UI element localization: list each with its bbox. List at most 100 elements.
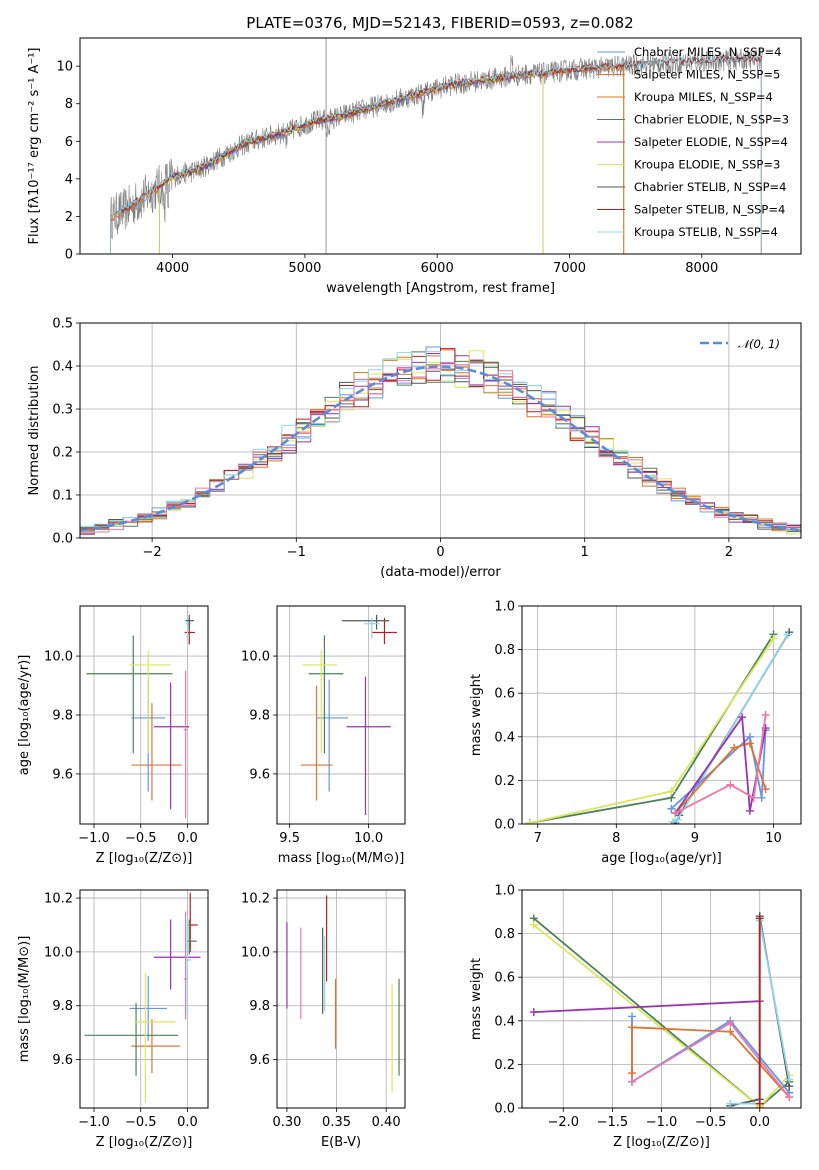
y-tick-label: 0.0 [52, 532, 73, 547]
weight-point-marker [761, 785, 770, 794]
y-tick-label: 0.2 [494, 1058, 515, 1073]
x-tick-label: −1.5 [597, 1115, 629, 1130]
y-axis-label: Flux [fλ10⁻¹⁷ erg cm⁻² s⁻¹ A⁻¹] [27, 48, 42, 245]
weight-point-marker [769, 634, 778, 643]
weight-point-marker [755, 1099, 764, 1108]
model-line-kroupa_elodie [158, 69, 543, 190]
weight-series-line [533, 1000, 760, 1013]
panel-age-weight: 7 8 9 10 0.0 0.2 0.4 0.6 0.8 1.0 age [log₁₀(age/yr… [469, 600, 802, 866]
plot-area-ebv-mass [277, 890, 405, 1108]
legend-entry: Chabrier STELIB, N_SSP=4 [634, 180, 786, 194]
weight-point-marker [785, 1075, 794, 1084]
x-tick-label: 0.0 [749, 1115, 770, 1130]
plot-area-z-weight [522, 890, 801, 1108]
y-tick-label: 10.0 [44, 650, 73, 665]
weight-point-marker [757, 793, 766, 802]
plot-area-mass-age [277, 606, 405, 824]
panel-ebv-mass: 0.30 0.35 0.40 9.6 9.8 10.0 10.2 E(B-V) [241, 889, 406, 1150]
y-tick-label: 9.6 [249, 1053, 270, 1068]
legend-entry: Chabrier ELODIE, N_SSP=3 [634, 113, 789, 127]
y-axis-label: mass weight [469, 674, 484, 756]
weight-point-marker [726, 780, 735, 789]
x-axis-label: age [log₁₀(age/yr)] [601, 851, 722, 866]
y-axis-label: mass weight [469, 958, 484, 1040]
panel-spectrum: 4000 5000 6000 7000 8000 0 2 4 6 8 10 wavelength [A… [27, 37, 802, 296]
y-tick-label: 10.2 [241, 892, 270, 907]
legend-entry: Salpeter STELIB, N_SSP=4 [634, 203, 785, 217]
model-line-salpeter_elodie [158, 70, 543, 190]
y-tick-label: 9.8 [52, 709, 73, 724]
x-axis-label: Z [log₁₀(Z/Z⊙)] [96, 851, 193, 866]
weight-point-marker [738, 713, 747, 722]
y-tick-label: 0.0 [494, 1102, 515, 1117]
y-tick-label: 9.6 [52, 767, 73, 782]
weight-point-marker [785, 1093, 794, 1102]
x-axis-label: Z [log₁₀(Z/Z⊙)] [613, 1135, 710, 1150]
legend-entry: Kroupa STELIB, N_SSP=4 [634, 225, 778, 239]
y-tick-label: 0.4 [494, 1014, 515, 1029]
y-tick-label: 1.0 [494, 884, 515, 899]
plot-area-age-weight [522, 606, 801, 824]
model-line-chabrier_elodie [158, 70, 543, 191]
model-line-chabrier_miles [109, 63, 624, 223]
weight-point-marker [529, 920, 538, 929]
x-tick-label: 0.35 [322, 1115, 351, 1130]
weight-point-marker [783, 630, 792, 639]
y-tick-label: 9.6 [249, 767, 270, 782]
x-tick-label: 9.5 [279, 831, 300, 846]
weight-point-marker [726, 1018, 735, 1027]
y-axis-label: Normed distribution [27, 366, 42, 496]
y-tick-label: 0.5 [52, 317, 73, 332]
weight-point-marker [726, 1027, 735, 1036]
axes-frame [276, 605, 406, 825]
panel-z-mass: −1.0 −0.5 0.0 9.6 9.8 10.0 10.2 Z [log₁₀(Z/Z⊙)]… [17, 889, 209, 1150]
x-tick-label: 6000 [421, 261, 454, 276]
x-tick-label: 5000 [288, 261, 321, 276]
y-tick-label: 10 [56, 60, 73, 75]
y-tick-label: 2 [65, 210, 73, 225]
weight-point-marker [673, 815, 682, 824]
x-tick-label: 1 [581, 545, 589, 560]
y-tick-label: 6 [65, 135, 73, 150]
x-axis-label: (data-model)/error [380, 565, 501, 580]
weight-point-marker [726, 1099, 735, 1108]
plot-area-residuals [80, 323, 801, 538]
y-axis-label: mass [log₁₀(M/M⊙)] [17, 936, 32, 1063]
weight-series-line [672, 633, 789, 823]
y-tick-label: 0.4 [494, 730, 515, 745]
y-tick-label: 9.6 [52, 1053, 73, 1068]
y-tick-label: 0.3 [52, 403, 73, 418]
x-tick-label: −1.0 [646, 1115, 678, 1130]
weight-point-marker [525, 818, 534, 824]
weight-point-marker [667, 804, 676, 813]
axes-frame [79, 322, 802, 539]
plot-area-z-age [80, 606, 208, 824]
weight-series-line [674, 714, 767, 814]
weight-series-line [529, 633, 775, 824]
weight-point-marker [628, 1012, 637, 1021]
y-tick-label: 0.4 [52, 360, 73, 375]
y-tick-label: 0.8 [494, 643, 515, 658]
y-tick-label: 0.0 [494, 818, 515, 833]
model-line-salpeter_miles [110, 64, 624, 223]
x-axis-label: mass [log₁₀(M/M⊙)] [278, 851, 405, 866]
x-tick-label: −0.5 [125, 831, 157, 846]
x-axis-label: Z [log₁₀(Z/Z⊙)] [96, 1135, 193, 1150]
x-tick-label: 0.40 [372, 1115, 401, 1130]
axes-frame [521, 605, 802, 825]
axes-frame [79, 605, 209, 825]
x-tick-label: 0 [436, 545, 444, 560]
model-line-kroupa_stelib [110, 53, 762, 220]
legend-entry: Salpeter ELODIE, N_SSP=4 [634, 135, 788, 149]
x-tick-label: 7000 [553, 261, 586, 276]
x-tick-label: 10 [765, 831, 782, 846]
weight-point-marker [749, 793, 758, 802]
y-tick-label: 9.8 [249, 709, 270, 724]
x-tick-label: −2.0 [547, 1115, 579, 1130]
x-tick-label: −1 [287, 545, 306, 560]
plot-area-spectrum [109, 38, 763, 254]
legend-entry: Salpeter MILES, N_SSP=5 [634, 68, 780, 82]
y-tick-label: 0.2 [494, 774, 515, 789]
